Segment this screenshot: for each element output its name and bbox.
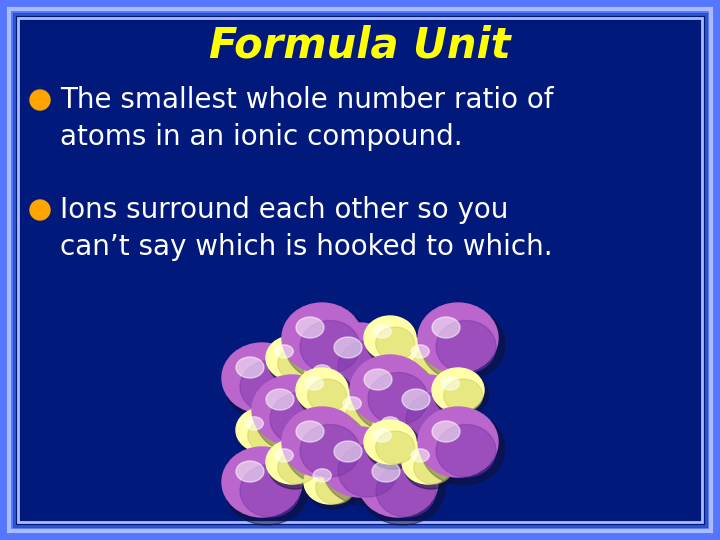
Ellipse shape [350, 355, 430, 425]
Ellipse shape [334, 441, 362, 462]
Ellipse shape [404, 443, 459, 489]
Ellipse shape [420, 308, 505, 381]
Ellipse shape [304, 409, 332, 430]
Ellipse shape [270, 393, 330, 445]
Ellipse shape [236, 357, 264, 378]
Ellipse shape [441, 377, 459, 390]
Ellipse shape [420, 411, 505, 485]
Ellipse shape [275, 345, 293, 358]
Ellipse shape [315, 367, 355, 400]
Ellipse shape [376, 361, 436, 413]
Ellipse shape [307, 379, 347, 412]
Text: The smallest whole number ratio of
atoms in an ionic compound.: The smallest whole number ratio of atoms… [60, 86, 554, 151]
Ellipse shape [240, 361, 300, 413]
Ellipse shape [293, 400, 377, 473]
Circle shape [30, 200, 50, 220]
Ellipse shape [366, 319, 420, 365]
Ellipse shape [304, 356, 356, 400]
Ellipse shape [315, 471, 355, 504]
Ellipse shape [414, 451, 453, 484]
Ellipse shape [320, 323, 400, 393]
Ellipse shape [306, 463, 361, 509]
Ellipse shape [323, 328, 407, 401]
Ellipse shape [432, 421, 460, 442]
Ellipse shape [334, 388, 386, 432]
Ellipse shape [364, 316, 416, 360]
Ellipse shape [252, 375, 332, 445]
Ellipse shape [240, 464, 300, 517]
Ellipse shape [266, 336, 318, 380]
Ellipse shape [225, 451, 309, 525]
Ellipse shape [411, 345, 429, 358]
Ellipse shape [320, 427, 400, 497]
Ellipse shape [364, 369, 392, 390]
Ellipse shape [290, 395, 370, 465]
Ellipse shape [343, 397, 361, 410]
Ellipse shape [245, 417, 264, 430]
Ellipse shape [282, 303, 362, 373]
Ellipse shape [306, 359, 361, 405]
Ellipse shape [300, 321, 360, 373]
Ellipse shape [275, 449, 293, 462]
Ellipse shape [411, 449, 429, 462]
Ellipse shape [285, 411, 369, 485]
Ellipse shape [381, 417, 400, 430]
Ellipse shape [222, 447, 302, 517]
Ellipse shape [373, 429, 391, 442]
Ellipse shape [255, 380, 339, 453]
Ellipse shape [418, 407, 498, 477]
Ellipse shape [388, 375, 468, 445]
Ellipse shape [404, 339, 459, 385]
Ellipse shape [334, 337, 362, 358]
Ellipse shape [432, 368, 484, 412]
Ellipse shape [366, 423, 420, 469]
Ellipse shape [432, 317, 460, 338]
Ellipse shape [384, 419, 423, 452]
Ellipse shape [304, 460, 356, 504]
Ellipse shape [225, 348, 309, 421]
Ellipse shape [364, 420, 416, 464]
Ellipse shape [278, 347, 317, 380]
Ellipse shape [358, 343, 438, 413]
Ellipse shape [323, 431, 407, 505]
Ellipse shape [434, 371, 488, 417]
Ellipse shape [266, 389, 294, 410]
Ellipse shape [436, 424, 496, 477]
Ellipse shape [372, 408, 424, 452]
Ellipse shape [313, 365, 331, 378]
Ellipse shape [236, 461, 264, 482]
Ellipse shape [298, 371, 352, 417]
Text: Ions surround each other so you
can’t say which is hooked to which.: Ions surround each other so you can’t sa… [60, 196, 553, 261]
Ellipse shape [391, 380, 474, 453]
Ellipse shape [338, 341, 398, 393]
Circle shape [30, 90, 50, 110]
Ellipse shape [368, 373, 428, 425]
Ellipse shape [296, 368, 348, 412]
Ellipse shape [336, 391, 390, 437]
Ellipse shape [346, 399, 384, 432]
Ellipse shape [376, 431, 415, 464]
Ellipse shape [266, 440, 318, 484]
Ellipse shape [372, 461, 400, 482]
Ellipse shape [278, 451, 317, 484]
Ellipse shape [305, 377, 323, 390]
Ellipse shape [358, 447, 438, 517]
Ellipse shape [222, 343, 302, 413]
Ellipse shape [308, 413, 368, 465]
Ellipse shape [285, 308, 369, 381]
Ellipse shape [374, 411, 428, 457]
Ellipse shape [406, 393, 466, 445]
Ellipse shape [313, 469, 331, 482]
Ellipse shape [373, 325, 391, 338]
Ellipse shape [296, 421, 324, 442]
Ellipse shape [300, 424, 360, 477]
Ellipse shape [236, 408, 288, 452]
Ellipse shape [376, 327, 415, 360]
Ellipse shape [436, 321, 496, 373]
Ellipse shape [414, 347, 453, 380]
Ellipse shape [248, 419, 287, 452]
Ellipse shape [361, 348, 445, 421]
Ellipse shape [296, 317, 324, 338]
Ellipse shape [376, 464, 436, 517]
